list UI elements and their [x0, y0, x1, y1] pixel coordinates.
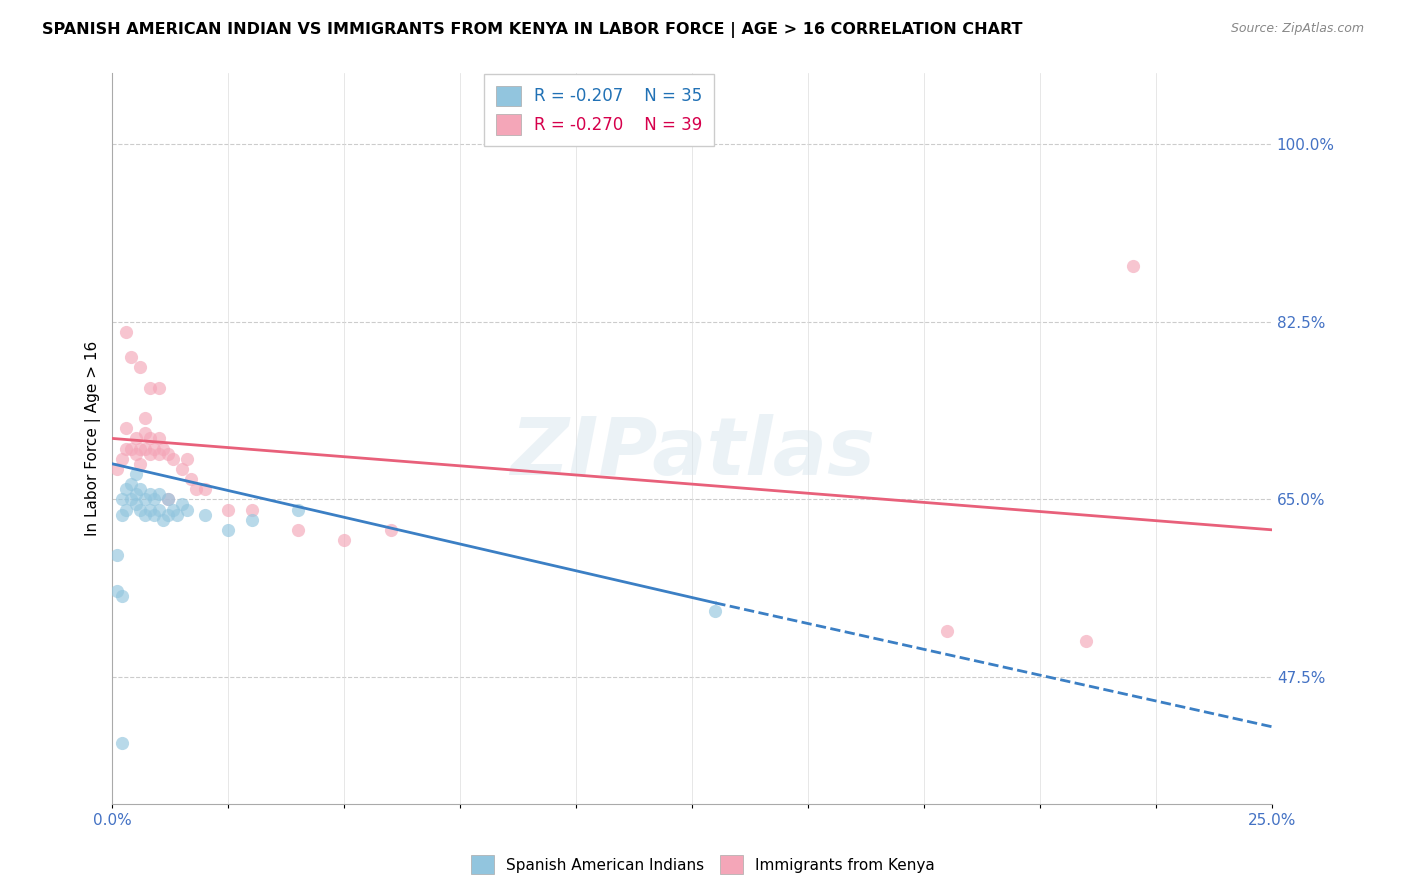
- Point: [184, 482, 207, 496]
- Point: [138, 432, 160, 446]
- Point: [1076, 634, 1098, 648]
- Point: [217, 523, 239, 537]
- Point: [170, 498, 193, 512]
- Point: [138, 381, 160, 395]
- Point: [176, 502, 198, 516]
- Point: [124, 498, 146, 512]
- Point: [111, 492, 134, 507]
- Point: [152, 513, 174, 527]
- Point: [148, 432, 170, 446]
- Text: SPANISH AMERICAN INDIAN VS IMMIGRANTS FROM KENYA IN LABOR FORCE | AGE > 16 CORRE: SPANISH AMERICAN INDIAN VS IMMIGRANTS FR…: [42, 22, 1022, 38]
- Point: [157, 492, 180, 507]
- Legend: R = -0.207    N = 35, R = -0.270    N = 39: R = -0.207 N = 35, R = -0.270 N = 39: [485, 74, 714, 146]
- Point: [120, 492, 142, 507]
- Point: [1122, 259, 1144, 273]
- Point: [138, 487, 160, 501]
- Point: [124, 447, 146, 461]
- Point: [115, 482, 138, 496]
- Point: [129, 360, 152, 375]
- Point: [333, 533, 356, 547]
- Point: [166, 508, 188, 522]
- Point: [120, 350, 142, 364]
- Point: [115, 325, 138, 339]
- Point: [157, 508, 180, 522]
- Point: [129, 502, 152, 516]
- Point: [194, 482, 217, 496]
- Point: [124, 487, 146, 501]
- Point: [134, 442, 156, 456]
- Point: [120, 477, 142, 491]
- Point: [240, 513, 263, 527]
- Point: [111, 451, 134, 466]
- Point: [194, 508, 217, 522]
- Point: [111, 736, 134, 750]
- Point: [143, 492, 166, 507]
- Point: [129, 442, 152, 456]
- Point: [148, 487, 170, 501]
- Point: [105, 548, 128, 562]
- Text: ZIPatlas: ZIPatlas: [509, 414, 875, 492]
- Point: [180, 472, 202, 486]
- Point: [115, 502, 138, 516]
- Point: [115, 442, 138, 456]
- Point: [134, 426, 156, 441]
- Point: [120, 442, 142, 456]
- Point: [217, 502, 239, 516]
- Point: [129, 482, 152, 496]
- Legend: Spanish American Indians, Immigrants from Kenya: Spanish American Indians, Immigrants fro…: [465, 849, 941, 880]
- Point: [138, 447, 160, 461]
- Point: [936, 624, 959, 639]
- Point: [105, 462, 128, 476]
- Point: [134, 492, 156, 507]
- Point: [134, 508, 156, 522]
- Point: [176, 451, 198, 466]
- Point: [704, 604, 727, 618]
- Point: [148, 502, 170, 516]
- Point: [105, 583, 128, 598]
- Point: [157, 492, 180, 507]
- Point: [157, 447, 180, 461]
- Point: [152, 442, 174, 456]
- Point: [148, 381, 170, 395]
- Point: [380, 523, 402, 537]
- Point: [134, 411, 156, 425]
- Point: [287, 502, 309, 516]
- Point: [143, 508, 166, 522]
- Point: [287, 523, 309, 537]
- Point: [162, 451, 184, 466]
- Point: [115, 421, 138, 435]
- Point: [240, 502, 263, 516]
- Point: [124, 467, 146, 481]
- Y-axis label: In Labor Force | Age > 16: In Labor Force | Age > 16: [86, 341, 101, 536]
- Point: [111, 508, 134, 522]
- Point: [138, 502, 160, 516]
- Point: [143, 442, 166, 456]
- Point: [111, 589, 134, 603]
- Point: [162, 502, 184, 516]
- Text: Source: ZipAtlas.com: Source: ZipAtlas.com: [1230, 22, 1364, 36]
- Point: [129, 457, 152, 471]
- Point: [170, 462, 193, 476]
- Point: [124, 432, 146, 446]
- Point: [148, 447, 170, 461]
